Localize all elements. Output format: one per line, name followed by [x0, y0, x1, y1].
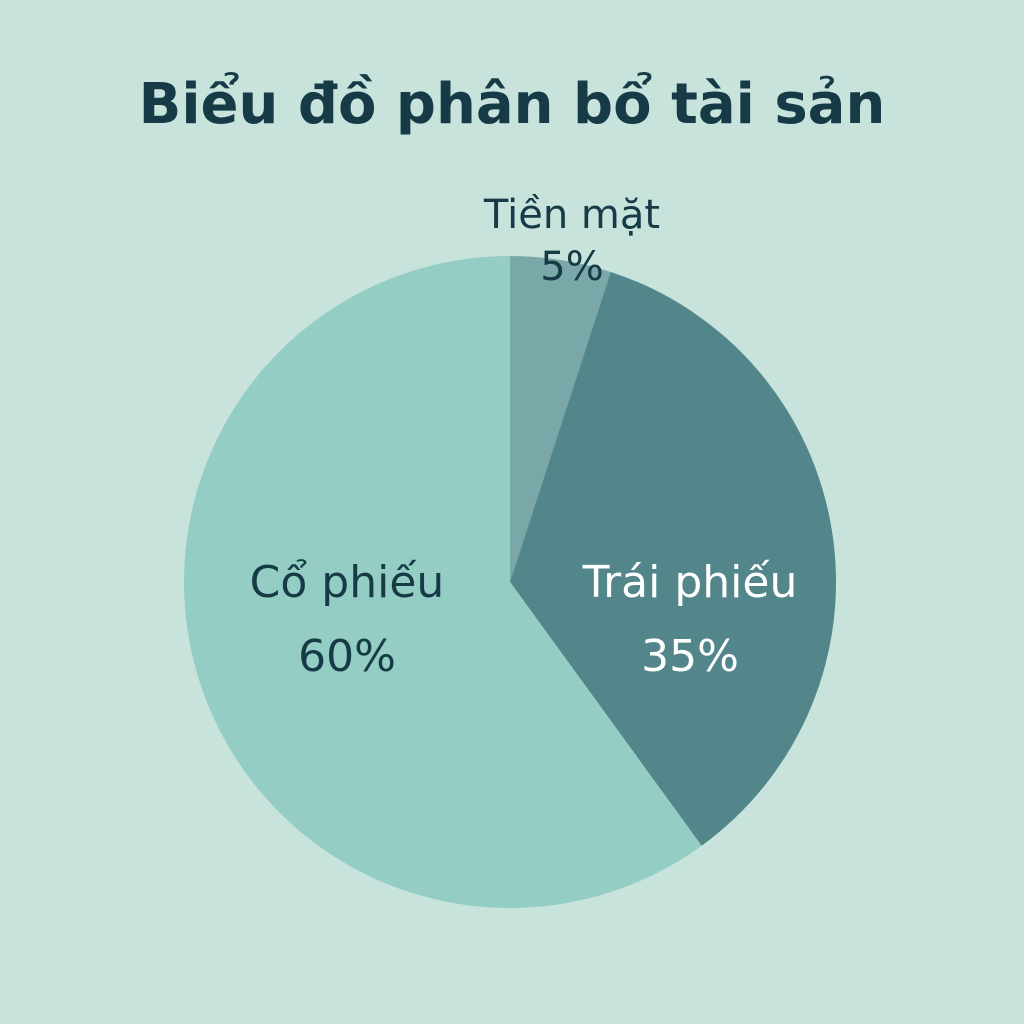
chart-title: Biểu đồ phân bổ tài sản	[138, 72, 886, 137]
pie-slice-2	[183, 256, 702, 908]
slice-value-label-2: 60%	[298, 631, 396, 682]
pie-slice-0	[510, 256, 611, 582]
slice-label-1: Trái phiếu	[582, 557, 798, 608]
slice-value-label-0: 5%	[540, 244, 603, 290]
pie-slice-1	[510, 271, 837, 846]
slice-label-0: Tiền mặt	[483, 192, 660, 238]
slice-label-2: Cổ phiếu	[250, 557, 445, 608]
slice-value-label-1: 35%	[641, 631, 739, 682]
